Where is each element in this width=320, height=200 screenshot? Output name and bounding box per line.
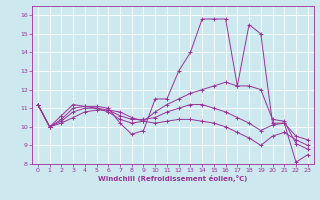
X-axis label: Windchill (Refroidissement éolien,°C): Windchill (Refroidissement éolien,°C): [98, 175, 247, 182]
